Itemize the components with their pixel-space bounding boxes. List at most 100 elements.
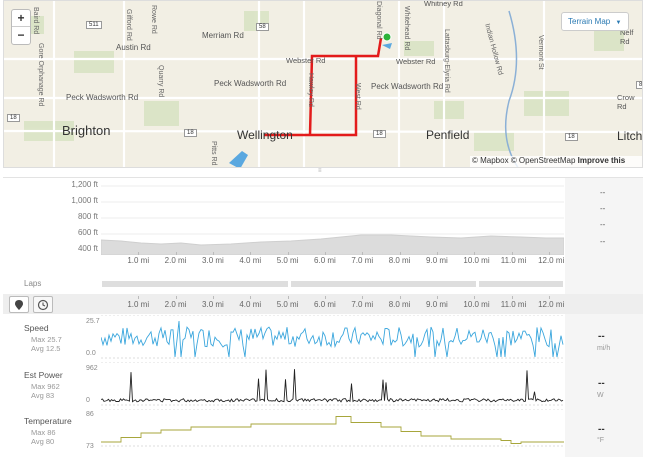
label-quarry: Quarry Rd [157, 65, 164, 98]
label-diagonal: Diagonal Rd [375, 1, 382, 40]
zoom-out-button[interactable]: − [17, 28, 25, 42]
label-webster-west: Webster Rd [286, 56, 326, 65]
power-max: Max 962 [31, 382, 60, 391]
label-gifford: Gifford Rd [125, 9, 132, 41]
label-hawley: Hawley Rd [307, 73, 314, 107]
speed-label: Speed [24, 323, 49, 333]
power-series [101, 369, 564, 403]
time-mode-button[interactable] [33, 296, 53, 313]
label-merriam: Merriam Rd [202, 31, 244, 40]
readout-column [565, 178, 643, 457]
x-bottom-tick-mark-8 [399, 296, 401, 299]
label-baird: Baird Rd [32, 7, 39, 35]
shield-18d: 18 [565, 133, 578, 141]
x-top-tick-mark-6 [325, 252, 327, 255]
power-strip-bg [101, 362, 564, 406]
x-bottom-tick-mark-3 [213, 296, 215, 299]
x-bottom-tick-mark-11 [511, 296, 513, 299]
clock-icon [37, 299, 49, 311]
lake-shape [229, 151, 248, 167]
speed-axis-top: 25.7 [86, 318, 100, 325]
power-chart[interactable] [101, 362, 564, 406]
resize-handle-icon[interactable]: ≡ [318, 168, 322, 174]
x-bottom-tick-11: 11.0 mi [500, 300, 527, 309]
elevation-chart[interactable] [101, 183, 564, 255]
lap-bar-1[interactable] [102, 281, 288, 287]
x-top-tick-4: 4.0 mi [239, 256, 262, 265]
label-lattasburg: Lattasburg-Elyria Rd [443, 29, 450, 93]
attribution-osm[interactable]: © OpenStreetMap [510, 156, 576, 165]
shield-58: 58 [256, 23, 269, 31]
x-top-tick-mark-10 [474, 252, 476, 255]
temperature-value: -- [598, 424, 605, 435]
power-axis-bottom: 0 [86, 397, 90, 404]
temperature-label: Temperature [24, 416, 72, 426]
speed-chart[interactable] [101, 315, 564, 359]
x-top-tick-mark-5 [287, 252, 289, 255]
x-top-tick-3: 3.0 mi [202, 256, 224, 265]
label-vermont: Vermont St [537, 35, 544, 70]
temperature-max: Max 86 [31, 428, 56, 437]
x-top-tick-7: 7.0 mi [351, 256, 374, 265]
elev-tick-1000: 1,000 ft [71, 196, 98, 205]
label-rowe: Rowe Rd [150, 5, 157, 34]
elev-tick-800: 800 ft [77, 212, 98, 221]
speed-max: Max 25.7 [31, 335, 62, 344]
label-peck-mid: Peck Wadsworth Rd [214, 79, 287, 88]
lap-bar-3[interactable] [479, 281, 563, 287]
power-unit: W [597, 392, 604, 399]
label-gore: Gore Orphanage Rd [37, 43, 44, 107]
x-bottom-tick-3: 3.0 mi [202, 300, 224, 309]
x-top-tick-mark-3 [213, 252, 215, 255]
start-marker [382, 32, 392, 42]
x-top-tick-9: 9.0 mi [426, 256, 448, 265]
elev-tick-1200: 1,200 ft [71, 180, 98, 189]
shield-18a: 18 [7, 114, 20, 122]
shield-18c: 18 [373, 130, 386, 138]
x-bottom-tick-mark-2 [175, 296, 177, 299]
x-top-tick-mark-7 [362, 252, 364, 255]
speed-axis-bottom: 0.0 [86, 350, 96, 357]
x-top-tick-mark-11 [511, 252, 513, 255]
elevation-area [101, 234, 564, 255]
x-bottom-tick-mark-7 [362, 296, 364, 299]
elev-readout-2: -- [600, 204, 606, 213]
zoom-control: + − [11, 9, 31, 45]
x-top-tick-2: 2.0 mi [164, 256, 187, 265]
laps-label: Laps [24, 279, 42, 288]
map-attribution: © Mapbox © OpenStreetMap Improve this ma… [470, 156, 642, 167]
terrain-map-button[interactable]: Terrain Map ▼ [561, 12, 629, 31]
attribution-mapbox[interactable]: © Mapbox [472, 156, 509, 165]
improve-map-link[interactable]: Improve this map [472, 156, 626, 167]
shield-83: 83 [636, 81, 642, 89]
x-top-tick-8: 8.0 mi [388, 256, 411, 265]
label-brighton: Brighton [62, 123, 111, 138]
label-west-rd: West Rd [354, 83, 361, 110]
x-bottom-tick-2: 2.0 mi [164, 300, 187, 309]
x-top-tick-11: 11.0 mi [500, 256, 527, 265]
distance-mode-button[interactable] [9, 296, 29, 313]
terrain-map-label: Terrain Map [568, 17, 611, 26]
speed-value: -- [598, 331, 605, 342]
route-map[interactable]: Baird Rd Gore Orphanage Rd Gifford Rd Ro… [3, 0, 643, 168]
x-bottom-tick-10: 10.0 mi [463, 300, 490, 309]
x-top-tick-1: 1.0 mi [127, 256, 150, 265]
label-whitehead: Whitehead Rd [403, 6, 410, 51]
label-webster-east: Webster Rd [396, 57, 436, 66]
zoom-in-button[interactable]: + [12, 10, 30, 27]
route-line [264, 37, 383, 137]
lap-bar-2[interactable] [291, 281, 476, 287]
x-bottom-tick-1: 1.0 mi [127, 300, 150, 309]
temperature-avg: Avg 80 [31, 437, 55, 446]
temperature-chart[interactable] [101, 409, 564, 447]
divider [3, 177, 643, 178]
x-bottom-tick-12: 12.0 mi [538, 300, 565, 309]
speed-avg: Avg 12.5 [31, 344, 61, 353]
x-top-tick-6: 6.0 mi [314, 256, 336, 265]
x-bottom-tick-7: 7.0 mi [351, 300, 374, 309]
label-peck-east: Peck Wadsworth Rd [371, 82, 444, 91]
x-bottom-tick-mark-6 [325, 296, 327, 299]
x-top-tick-10: 10.0 mi [463, 256, 490, 265]
x-bottom-tick-6: 6.0 mi [314, 300, 336, 309]
x-top-tick-mark-1 [138, 252, 140, 255]
